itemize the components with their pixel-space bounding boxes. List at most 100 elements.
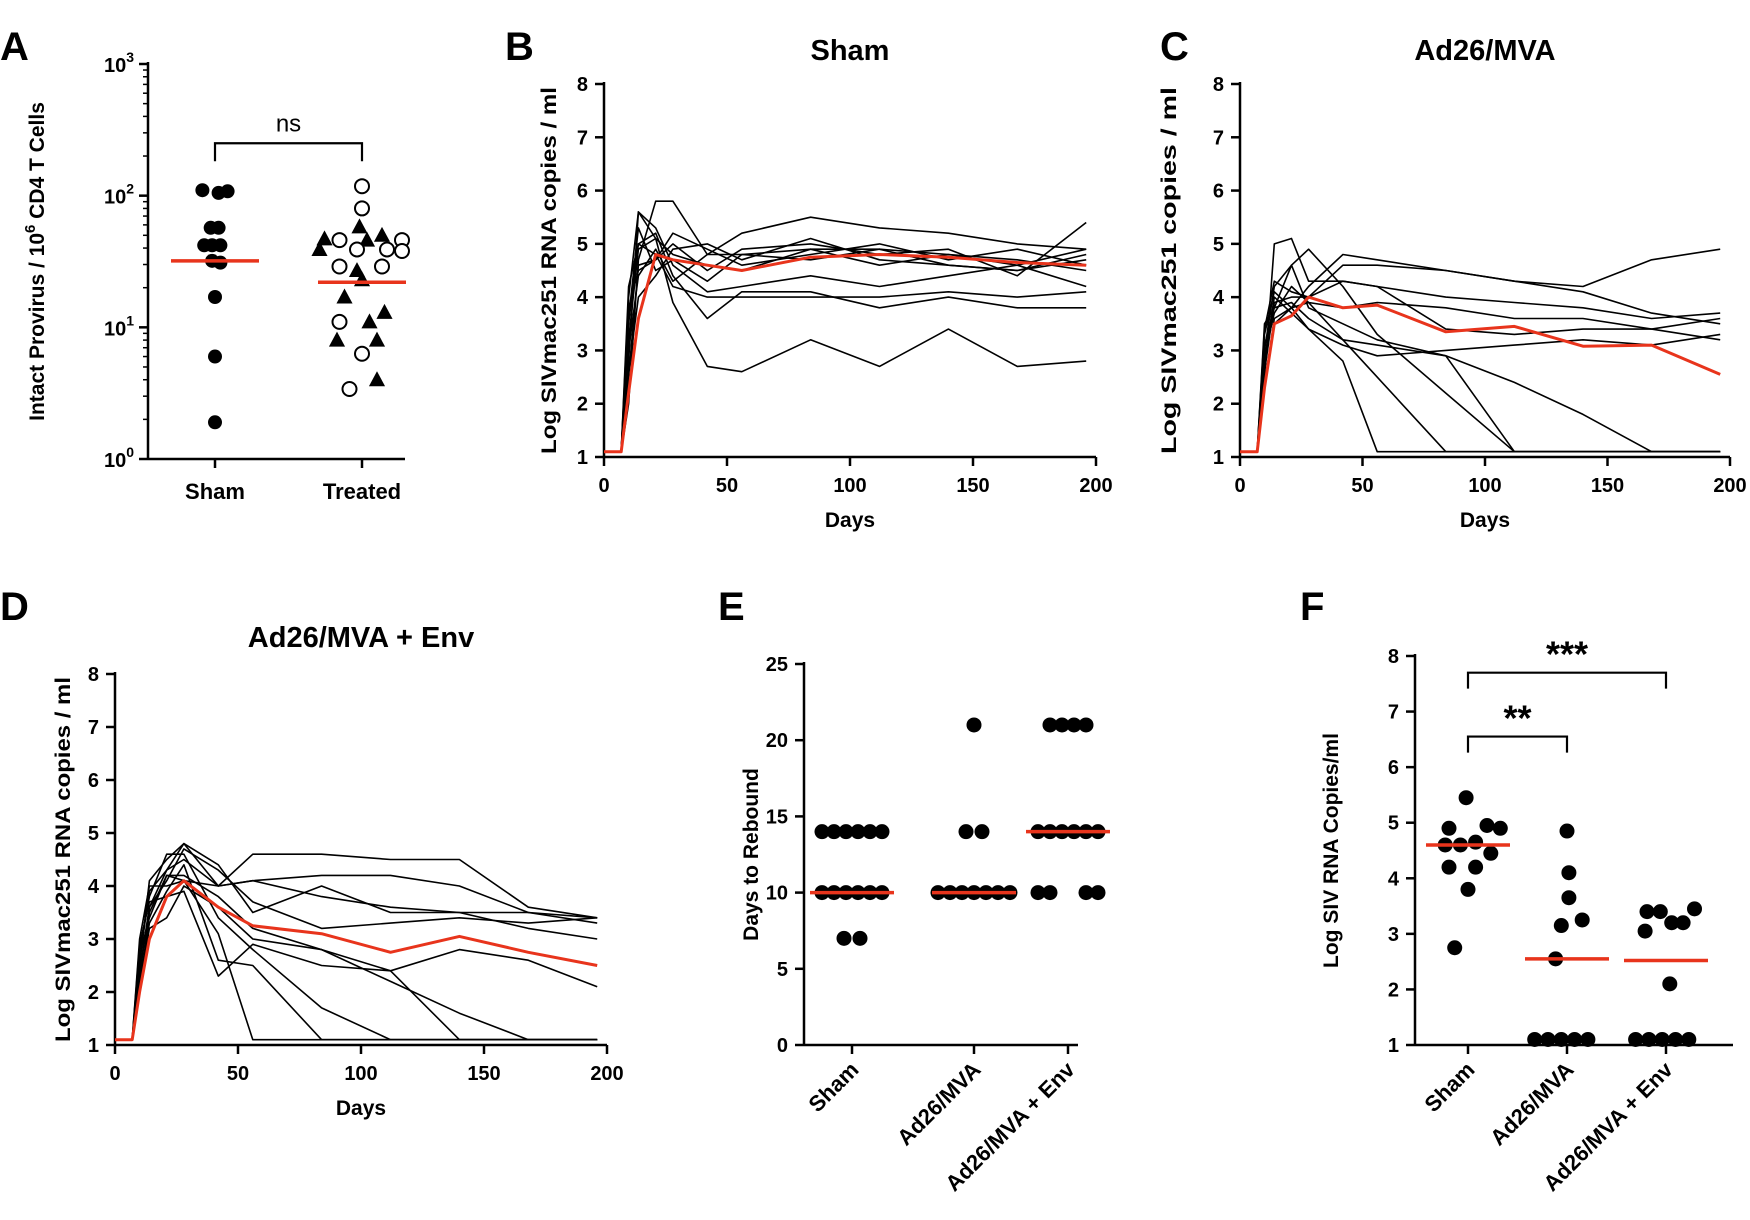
x-tick-label: 150	[956, 475, 989, 497]
y-tick-label: 6	[577, 181, 588, 203]
y-tick-label: 7	[1213, 127, 1224, 149]
data-point	[195, 183, 210, 198]
tick-base: 10	[104, 318, 126, 340]
y-tick-label: 1	[1388, 1035, 1399, 1057]
data-point	[958, 824, 974, 840]
data-point	[220, 184, 235, 199]
chart-title: Ad26/MVA	[1414, 35, 1555, 67]
data-point	[1441, 859, 1457, 875]
data-point	[1553, 918, 1569, 934]
tick-base: 10	[104, 450, 126, 472]
y-tick-label: 2	[1388, 979, 1399, 1001]
tick-base: 10	[104, 55, 126, 77]
series-line	[604, 243, 1087, 453]
data-point	[1654, 1031, 1670, 1047]
significance-bracket	[1466, 735, 1569, 753]
series-line	[1240, 248, 1721, 453]
y-tick-label: 5	[577, 234, 588, 256]
y-tick-label: 6	[88, 770, 99, 792]
data-point	[1561, 890, 1577, 906]
x-tick-label: 100	[344, 1063, 377, 1085]
y-tick-label: 8	[1388, 646, 1399, 668]
y-tick-label: 5	[1213, 234, 1224, 256]
data-point	[836, 930, 852, 946]
x-axis-label: Days	[1460, 509, 1510, 532]
data-point	[1527, 1031, 1543, 1047]
data-point	[1441, 820, 1457, 836]
data-point	[213, 255, 228, 270]
series-line	[604, 221, 1087, 453]
significance-label: ***	[1546, 634, 1588, 675]
data-point-triangle	[311, 241, 328, 257]
series-line	[604, 227, 1087, 453]
data-point	[394, 242, 410, 259]
tick-exponent: 2	[126, 181, 134, 197]
series-line	[115, 885, 598, 1041]
data-point	[1460, 881, 1476, 897]
panel-letter: F	[1300, 585, 1324, 629]
data-point	[208, 415, 222, 430]
y-tick-label: 4	[1213, 287, 1225, 309]
y-tick-label: 10	[766, 883, 788, 905]
x-tick-label: 100	[1468, 475, 1501, 497]
data-point	[966, 717, 982, 733]
y-tick-label: 0	[777, 1035, 788, 1057]
data-point	[331, 313, 348, 330]
data-point	[1628, 1031, 1644, 1047]
y-tick-label: 8	[577, 74, 588, 96]
y-tick-label: 3	[88, 929, 99, 951]
data-point	[1458, 790, 1474, 806]
data-point	[1447, 940, 1463, 956]
data-point-triangle	[336, 288, 353, 304]
data-point-triangle	[361, 313, 378, 329]
data-point	[1567, 1031, 1583, 1047]
y-tick-label: 8	[88, 664, 99, 686]
y-tick-label: 2	[577, 394, 588, 416]
data-point	[374, 258, 390, 275]
data-point-triangle	[316, 230, 333, 246]
series-line	[604, 237, 1087, 453]
data-point	[1468, 834, 1484, 850]
category-label: Sham	[803, 1057, 863, 1117]
data-point	[814, 824, 830, 840]
data-point	[862, 824, 878, 840]
y-tick-label: 15	[766, 806, 788, 828]
data-point-triangle	[358, 231, 376, 247]
data-point-triangle	[376, 303, 393, 319]
data-point	[1580, 1031, 1596, 1047]
y-tick-label: 1	[577, 447, 588, 469]
data-point	[1479, 817, 1495, 833]
data-point	[1078, 885, 1094, 901]
series-line	[1240, 301, 1721, 453]
y-tick-label: 25	[766, 654, 788, 676]
category-label: Treated	[323, 479, 401, 504]
y-axis-label: Log SIVmac251 copies / ml	[1158, 87, 1181, 454]
panel-c: C Ad26/MVA 1 2 3 4 5 6 7 8 0 50 100 150 200 Days Log SIV…	[1158, 25, 1747, 532]
y-tick-label: 5	[88, 823, 99, 845]
data-point	[1559, 823, 1575, 839]
data-point	[1042, 885, 1058, 901]
x-tick-label: 200	[590, 1063, 623, 1085]
data-point	[1668, 1031, 1683, 1047]
data-point	[1553, 1031, 1569, 1047]
y-tick-label: 6	[1388, 757, 1399, 779]
panel-letter: A	[0, 25, 29, 69]
y-tick-label: 4	[88, 876, 100, 898]
panel-b: B Sham 1 2 3 4 5 6 7 8 0 50 100 150 200 Days Log SIVmac2…	[505, 25, 1113, 532]
y-tick-label: 7	[88, 717, 99, 739]
x-tick-label: 0	[1234, 475, 1245, 497]
chart-title: Sham	[811, 35, 890, 67]
data-point	[974, 824, 990, 840]
data-point	[213, 238, 228, 253]
data-point	[850, 824, 866, 840]
series-line	[115, 890, 598, 1041]
data-point	[1664, 915, 1680, 931]
data-point-triangle	[368, 371, 386, 387]
median-line	[1240, 295, 1721, 454]
x-axis-label: Days	[825, 509, 875, 532]
y-tick-label: 8	[1213, 74, 1224, 96]
data-point	[1030, 885, 1046, 901]
